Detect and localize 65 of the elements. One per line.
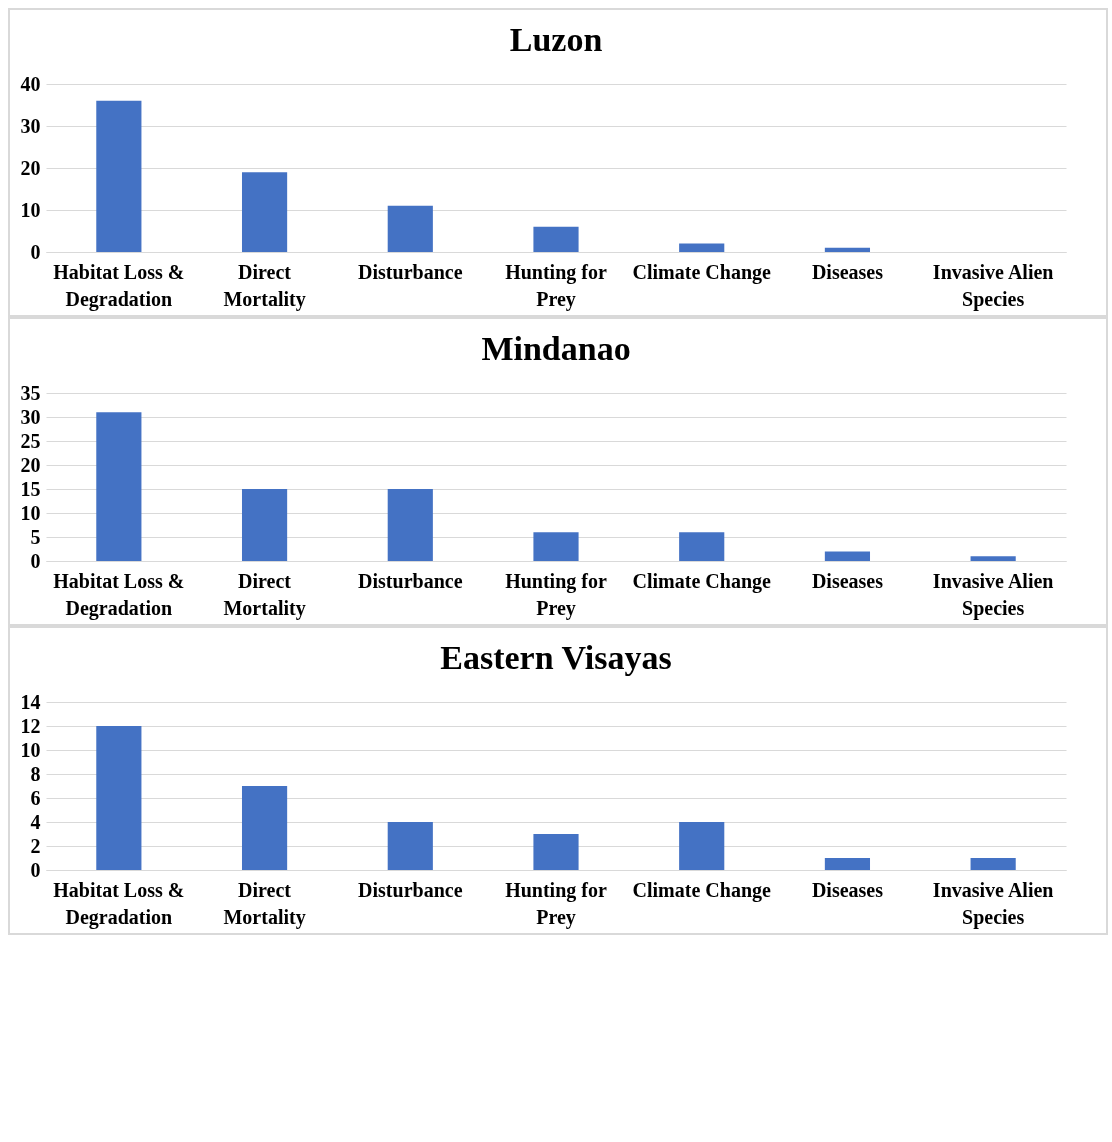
bar: [387, 205, 433, 252]
x-tick-label: Climate Change: [632, 878, 771, 902]
y-tick-label: 10: [20, 501, 41, 524]
x-tick-label: Invasive Alien Species: [932, 260, 1054, 311]
x-tick-label: Disturbance: [358, 260, 463, 283]
bar: [970, 556, 1016, 561]
bar: [533, 226, 579, 252]
x-tick-label: Invasive Alien Species: [932, 878, 1054, 929]
x-tick-label: Hunting for Prey: [505, 260, 607, 311]
y-tick-label: 8: [30, 762, 41, 785]
bar: [241, 786, 288, 870]
y-tick-label: 12: [20, 714, 41, 737]
bar: [824, 551, 871, 561]
y-tick-label: 0: [30, 549, 41, 572]
bar: [533, 834, 579, 870]
bar: [533, 532, 579, 561]
y-tick-label: 10: [20, 198, 41, 221]
x-tick-label: Invasive Alien Species: [932, 569, 1054, 620]
y-tick-label: 30: [20, 405, 41, 428]
x-tick-label: Diseases: [811, 260, 884, 283]
bar: [679, 822, 725, 870]
bar: [387, 822, 433, 870]
x-tick-label: Diseases: [811, 569, 884, 592]
x-tick-label: Hunting for Prey: [505, 569, 607, 620]
x-tick-label: Habitat Loss & Degradation: [53, 569, 185, 620]
x-tick-label: Climate Change: [632, 260, 771, 284]
bar: [387, 489, 433, 561]
x-tick-label: Habitat Loss & Degradation: [53, 260, 185, 311]
x-tick-label: Direct Mortality: [223, 878, 306, 929]
x-tick-label: Direct Mortality: [223, 569, 306, 620]
bar: [679, 243, 725, 252]
chart-title: Eastern Visayas: [440, 639, 672, 676]
y-tick-label: 5: [30, 525, 41, 548]
bar: [970, 858, 1016, 870]
x-tick-label: Diseases: [811, 878, 884, 901]
x-tick-label: Climate Change: [632, 569, 771, 593]
x-tick-label: Disturbance: [358, 569, 463, 592]
chart-title: Luzon: [509, 21, 603, 58]
y-tick-label: 10: [20, 738, 41, 761]
bar: [824, 858, 871, 870]
y-tick-label: 20: [20, 156, 41, 179]
y-tick-label: 0: [30, 240, 41, 263]
x-tick-label: Direct Mortality: [223, 260, 306, 311]
y-tick-label: 25: [20, 429, 41, 452]
chart-title: Mindanao: [481, 330, 631, 367]
y-tick-label: 40: [20, 72, 41, 95]
bar: [241, 489, 288, 561]
bar: [96, 100, 142, 252]
x-tick-label: Disturbance: [358, 878, 463, 901]
bar: [241, 172, 288, 252]
bar: [679, 532, 725, 561]
y-tick-label: 35: [20, 381, 41, 404]
bar: [824, 247, 871, 252]
y-tick-label: 14: [20, 690, 41, 713]
y-tick-label: 0: [30, 858, 41, 881]
y-tick-label: 6: [30, 786, 41, 809]
y-tick-label: 15: [20, 477, 41, 500]
y-tick-label: 2: [30, 834, 41, 857]
y-tick-label: 30: [20, 114, 41, 137]
y-tick-label: 20: [20, 453, 41, 476]
bar: [96, 412, 142, 561]
x-tick-label: Habitat Loss & Degradation: [53, 878, 185, 929]
y-tick-label: 4: [30, 810, 41, 833]
bar: [96, 726, 142, 870]
x-tick-label: Hunting for Prey: [505, 878, 607, 929]
